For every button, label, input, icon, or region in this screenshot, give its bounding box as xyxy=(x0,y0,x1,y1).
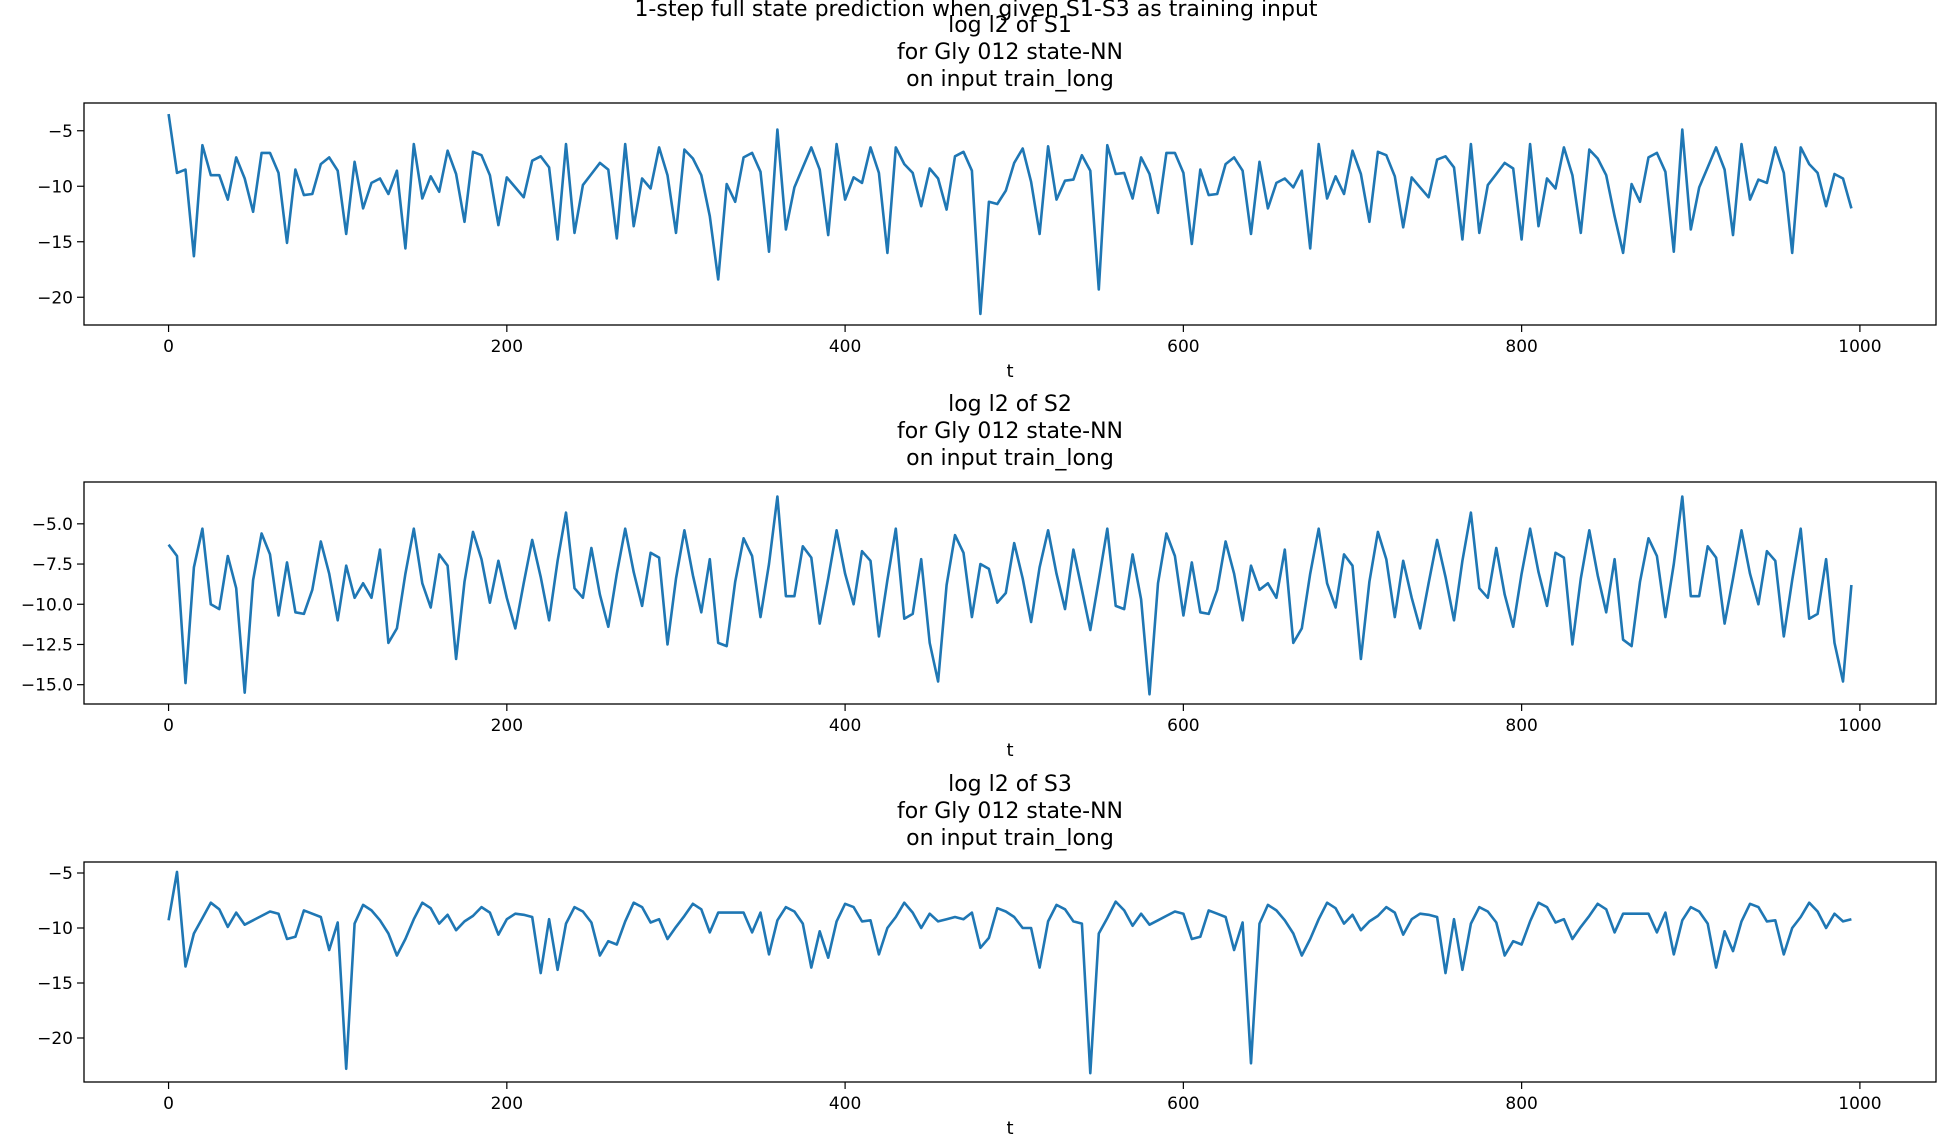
chart2-xtick-label: 200 xyxy=(491,716,523,736)
chart2-ytick-label: −10.0 xyxy=(21,595,73,615)
chart1-title-line-2: for Gly 012 state-NN xyxy=(897,40,1123,65)
chart2-ytick-label: −15.0 xyxy=(21,676,73,696)
chart3-xtick-label: 800 xyxy=(1505,1094,1537,1114)
chart3-xtick-label: 1000 xyxy=(1838,1094,1881,1114)
chart2-ytick-label: −5.0 xyxy=(32,515,73,535)
chart1-ytick-label: −10 xyxy=(37,177,73,197)
chart3-ytick-label: −15 xyxy=(37,974,73,994)
chart1-axes-frame xyxy=(83,102,1937,326)
chart1-title-line-3: on input train_long xyxy=(906,67,1114,92)
chart1-xlabel: t xyxy=(1006,361,1013,382)
chart3-xtick-label: 200 xyxy=(491,1094,523,1114)
chart3-title-line-2: for Gly 012 state-NN xyxy=(897,799,1123,824)
chart2-xtick-label: 600 xyxy=(1167,716,1199,736)
figure-suptitle: 1-step full state prediction when given … xyxy=(634,0,1318,22)
chart1-ytick-label: −15 xyxy=(37,233,73,253)
chart2-xtick-label: 800 xyxy=(1505,716,1537,736)
chart1-ytick-label: −5 xyxy=(48,122,73,142)
chart3-series-line xyxy=(167,870,1852,1075)
chart1-title-line-1: log l2 of S1 xyxy=(948,13,1072,38)
chart3-ytick-label: −5 xyxy=(48,864,73,884)
chart2-ytick-label: −7.5 xyxy=(32,555,73,575)
chart2-xtick-label: 0 xyxy=(163,716,174,736)
chart3-xtick-label: 0 xyxy=(163,1094,174,1114)
chart1-series-line xyxy=(167,113,1853,316)
chart1-xtick-label: 800 xyxy=(1505,337,1537,357)
chart3-title-line-1: log l2 of S3 xyxy=(948,772,1072,797)
chart2-series-line xyxy=(167,495,1853,696)
chart2-xtick-label: 1000 xyxy=(1838,716,1881,736)
chart2-title-line-1: log l2 of S2 xyxy=(948,392,1072,417)
chart3-ytick-label: −20 xyxy=(37,1029,73,1049)
chart1-ytick-label: −20 xyxy=(37,288,73,308)
chart1-xtick-label: 400 xyxy=(829,337,861,357)
chart3-title-line-3: on input train_long xyxy=(906,826,1114,851)
chart2-xlabel: t xyxy=(1006,740,1013,761)
chart1-xtick-label: 0 xyxy=(163,337,174,357)
chart3-xtick-label: 400 xyxy=(829,1094,861,1114)
chart2-axes-frame xyxy=(83,481,1937,705)
chart2-title-line-2: for Gly 012 state-NN xyxy=(897,419,1123,444)
chart2-xtick-label: 400 xyxy=(829,716,861,736)
chart3-xtick-label: 600 xyxy=(1167,1094,1199,1114)
chart2-title-line-3: on input train_long xyxy=(906,446,1114,471)
chart1-xtick-label: 1000 xyxy=(1838,337,1881,357)
chart1-xtick-label: 200 xyxy=(491,337,523,357)
chart1-xtick-label: 600 xyxy=(1167,337,1199,357)
chart2-ytick-label: −12.5 xyxy=(21,635,73,655)
chart3-axes-frame xyxy=(83,861,1937,1083)
chart3-xlabel: t xyxy=(1006,1118,1013,1139)
chart3-ytick-label: −10 xyxy=(37,919,73,939)
